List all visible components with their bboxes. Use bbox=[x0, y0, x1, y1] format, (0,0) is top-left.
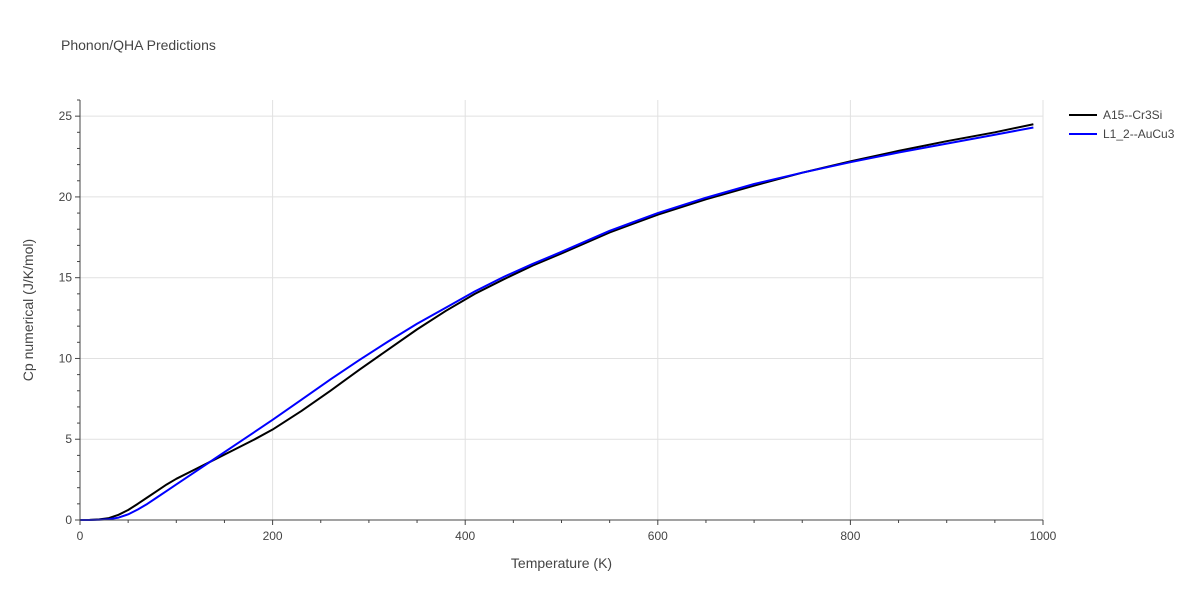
legend-item-2[interactable]: L1_2--AuCu3 bbox=[1069, 127, 1175, 141]
x-tick-label: 0 bbox=[77, 529, 84, 543]
legend[interactable]: A15--Cr3Si L1_2--AuCu3 bbox=[1069, 108, 1175, 141]
x-tick-labels: 0 200 400 600 800 1000 bbox=[77, 529, 1057, 543]
y-axis-title: Cp numerical (J/K/mol) bbox=[20, 239, 36, 381]
x-tick-label: 1000 bbox=[1030, 529, 1057, 543]
x-tick-label: 800 bbox=[840, 529, 860, 543]
series-line-2 bbox=[79, 126, 1034, 521]
y-tick-label: 5 bbox=[65, 432, 72, 446]
x-axis-title: Temperature (K) bbox=[511, 555, 612, 571]
legend-label: L1_2--AuCu3 bbox=[1103, 127, 1175, 141]
legend-item-1[interactable]: A15--Cr3Si bbox=[1069, 108, 1162, 122]
y-tick-label: 15 bbox=[59, 271, 73, 285]
y-tick-label: 0 bbox=[65, 513, 72, 527]
series-line-1 bbox=[79, 123, 1034, 521]
chart-title: Phonon/QHA Predictions bbox=[61, 37, 216, 53]
x-tick-label: 600 bbox=[648, 529, 668, 543]
grid bbox=[80, 100, 1044, 520]
x-tick-label: 200 bbox=[263, 529, 283, 543]
x-tick-label: 400 bbox=[455, 529, 475, 543]
legend-label: A15--Cr3Si bbox=[1103, 108, 1162, 122]
y-tick-label: 20 bbox=[59, 190, 73, 204]
y-tick-labels: 0 5 10 15 20 25 bbox=[59, 109, 73, 527]
series-lines bbox=[79, 123, 1034, 521]
axes bbox=[75, 99, 1044, 525]
y-tick-label: 10 bbox=[59, 351, 73, 365]
y-tick-label: 25 bbox=[59, 109, 73, 123]
